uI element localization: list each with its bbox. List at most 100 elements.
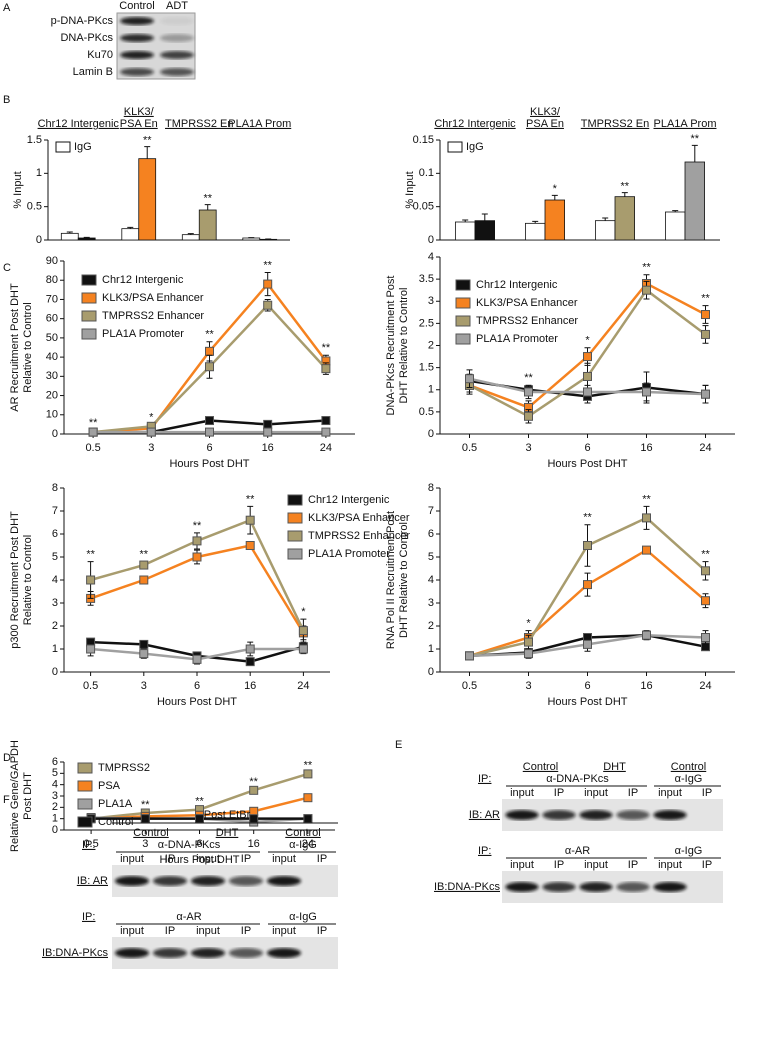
significance: ** xyxy=(263,259,272,271)
significance: * xyxy=(526,618,531,630)
y-tick-label: 1 xyxy=(428,643,434,655)
ip-label: IP: xyxy=(478,845,491,857)
lane-label: input xyxy=(584,787,608,799)
lane-label: input xyxy=(196,925,220,937)
y-tick-label: 3 xyxy=(52,790,58,802)
y-tick-label: 4 xyxy=(428,251,434,263)
marker xyxy=(264,301,272,309)
marker xyxy=(206,347,214,355)
x-tick-label: 16 xyxy=(640,442,652,454)
panel-label: E xyxy=(395,739,402,751)
band xyxy=(616,882,649,892)
significance: ** xyxy=(89,417,98,429)
y-tick-label: 0.1 xyxy=(419,167,434,179)
x-tick-label: 3 xyxy=(525,442,531,454)
y-axis-label: % Input xyxy=(404,171,416,208)
legend-swatch xyxy=(78,817,92,827)
antibody-label: α-AR xyxy=(176,911,201,923)
x-axis-label: Hours Post DHT xyxy=(169,458,249,470)
legend-swatch xyxy=(82,275,96,285)
legend-swatch xyxy=(78,763,92,773)
legend-label: TMPRSS2 xyxy=(98,762,150,774)
band xyxy=(267,948,301,958)
panel-label: A xyxy=(3,2,11,14)
legend-swatch xyxy=(288,549,302,559)
group-label: Control xyxy=(523,761,558,773)
legend-swatch xyxy=(82,293,96,303)
band xyxy=(229,876,263,886)
lane-label: IP xyxy=(554,859,564,871)
y-tick-label: 2.5 xyxy=(419,317,434,329)
x-tick-label: 6 xyxy=(194,680,200,692)
significance: ** xyxy=(205,329,214,341)
y-tick-label: 0.5 xyxy=(27,201,42,213)
lane-label: IP xyxy=(628,787,638,799)
category-label: KLK3/ xyxy=(530,106,561,118)
band xyxy=(505,810,538,820)
antibody-label: α-DNA-PKcs xyxy=(546,773,609,785)
bar xyxy=(61,233,78,240)
marker xyxy=(525,412,533,420)
legend-label: TMPRSS2 Enhancer xyxy=(476,315,578,327)
row-label: p-DNA-PKcs xyxy=(51,15,114,27)
marker xyxy=(304,794,312,802)
y-tick-label: 5 xyxy=(428,551,434,563)
x-tick-label: 3 xyxy=(142,838,148,850)
significance: ** xyxy=(141,799,150,811)
y-tick-label: 0.15 xyxy=(413,134,434,146)
y-tick-label: 0 xyxy=(36,234,42,246)
category-label: TMPRSS2 En xyxy=(165,118,233,130)
category-label: PSA En xyxy=(120,118,158,130)
ib-label: IB: AR xyxy=(77,875,108,887)
marker xyxy=(304,815,312,823)
x-tick-label: 6 xyxy=(584,680,590,692)
band xyxy=(542,810,575,820)
x-tick-label: 24 xyxy=(297,680,309,692)
bar xyxy=(475,221,495,240)
band xyxy=(653,882,686,892)
legend-label: KLK3/PSA Enhancer xyxy=(102,292,204,304)
band xyxy=(191,876,225,886)
legend-label: PLA1A xyxy=(98,798,133,810)
legend-swatch xyxy=(448,142,462,152)
marker xyxy=(140,576,148,584)
y-tick-label: 1.5 xyxy=(27,134,42,146)
marker xyxy=(584,388,592,396)
blot-title: Post EtBr xyxy=(204,809,251,821)
legend-swatch xyxy=(82,329,96,339)
lane-label: input xyxy=(272,925,296,937)
y-tick-label: 30 xyxy=(46,370,58,382)
legend-swatch xyxy=(56,142,70,152)
band xyxy=(153,876,187,886)
antibody-label: α-AR xyxy=(565,845,590,857)
y-tick-label: 7 xyxy=(52,505,58,517)
y-tick-label: 2 xyxy=(52,620,58,632)
bar xyxy=(595,221,615,240)
y-tick-label: 2 xyxy=(428,620,434,632)
bar xyxy=(78,238,95,240)
marker xyxy=(584,372,592,380)
bar xyxy=(243,238,260,240)
category-label: Chr12 Intergenic xyxy=(434,118,516,130)
legend-label: Chr12 Intergenic xyxy=(102,274,184,286)
y-tick-label: 3.5 xyxy=(419,273,434,285)
lane-label: IP xyxy=(554,787,564,799)
lane-label: input xyxy=(120,925,144,937)
group-label: DHT xyxy=(603,761,626,773)
y-tick-label: 7 xyxy=(428,505,434,517)
significance: ** xyxy=(642,493,651,505)
legend-swatch xyxy=(288,513,302,523)
lane-label: input xyxy=(510,787,534,799)
lane-label: IP xyxy=(165,925,175,937)
y-axis-label: DNA-PKcs Recruitment Post xyxy=(385,276,397,416)
antibody-label: α-DNA-PKcs xyxy=(158,839,221,851)
antibody-label: α-IgG xyxy=(675,845,703,857)
bar xyxy=(139,159,156,240)
lane-label: input xyxy=(658,859,682,871)
marker xyxy=(140,640,148,648)
marker xyxy=(206,363,214,371)
marker xyxy=(141,815,149,823)
column-label: Control xyxy=(119,0,154,12)
y-tick-label: 60 xyxy=(46,313,58,325)
